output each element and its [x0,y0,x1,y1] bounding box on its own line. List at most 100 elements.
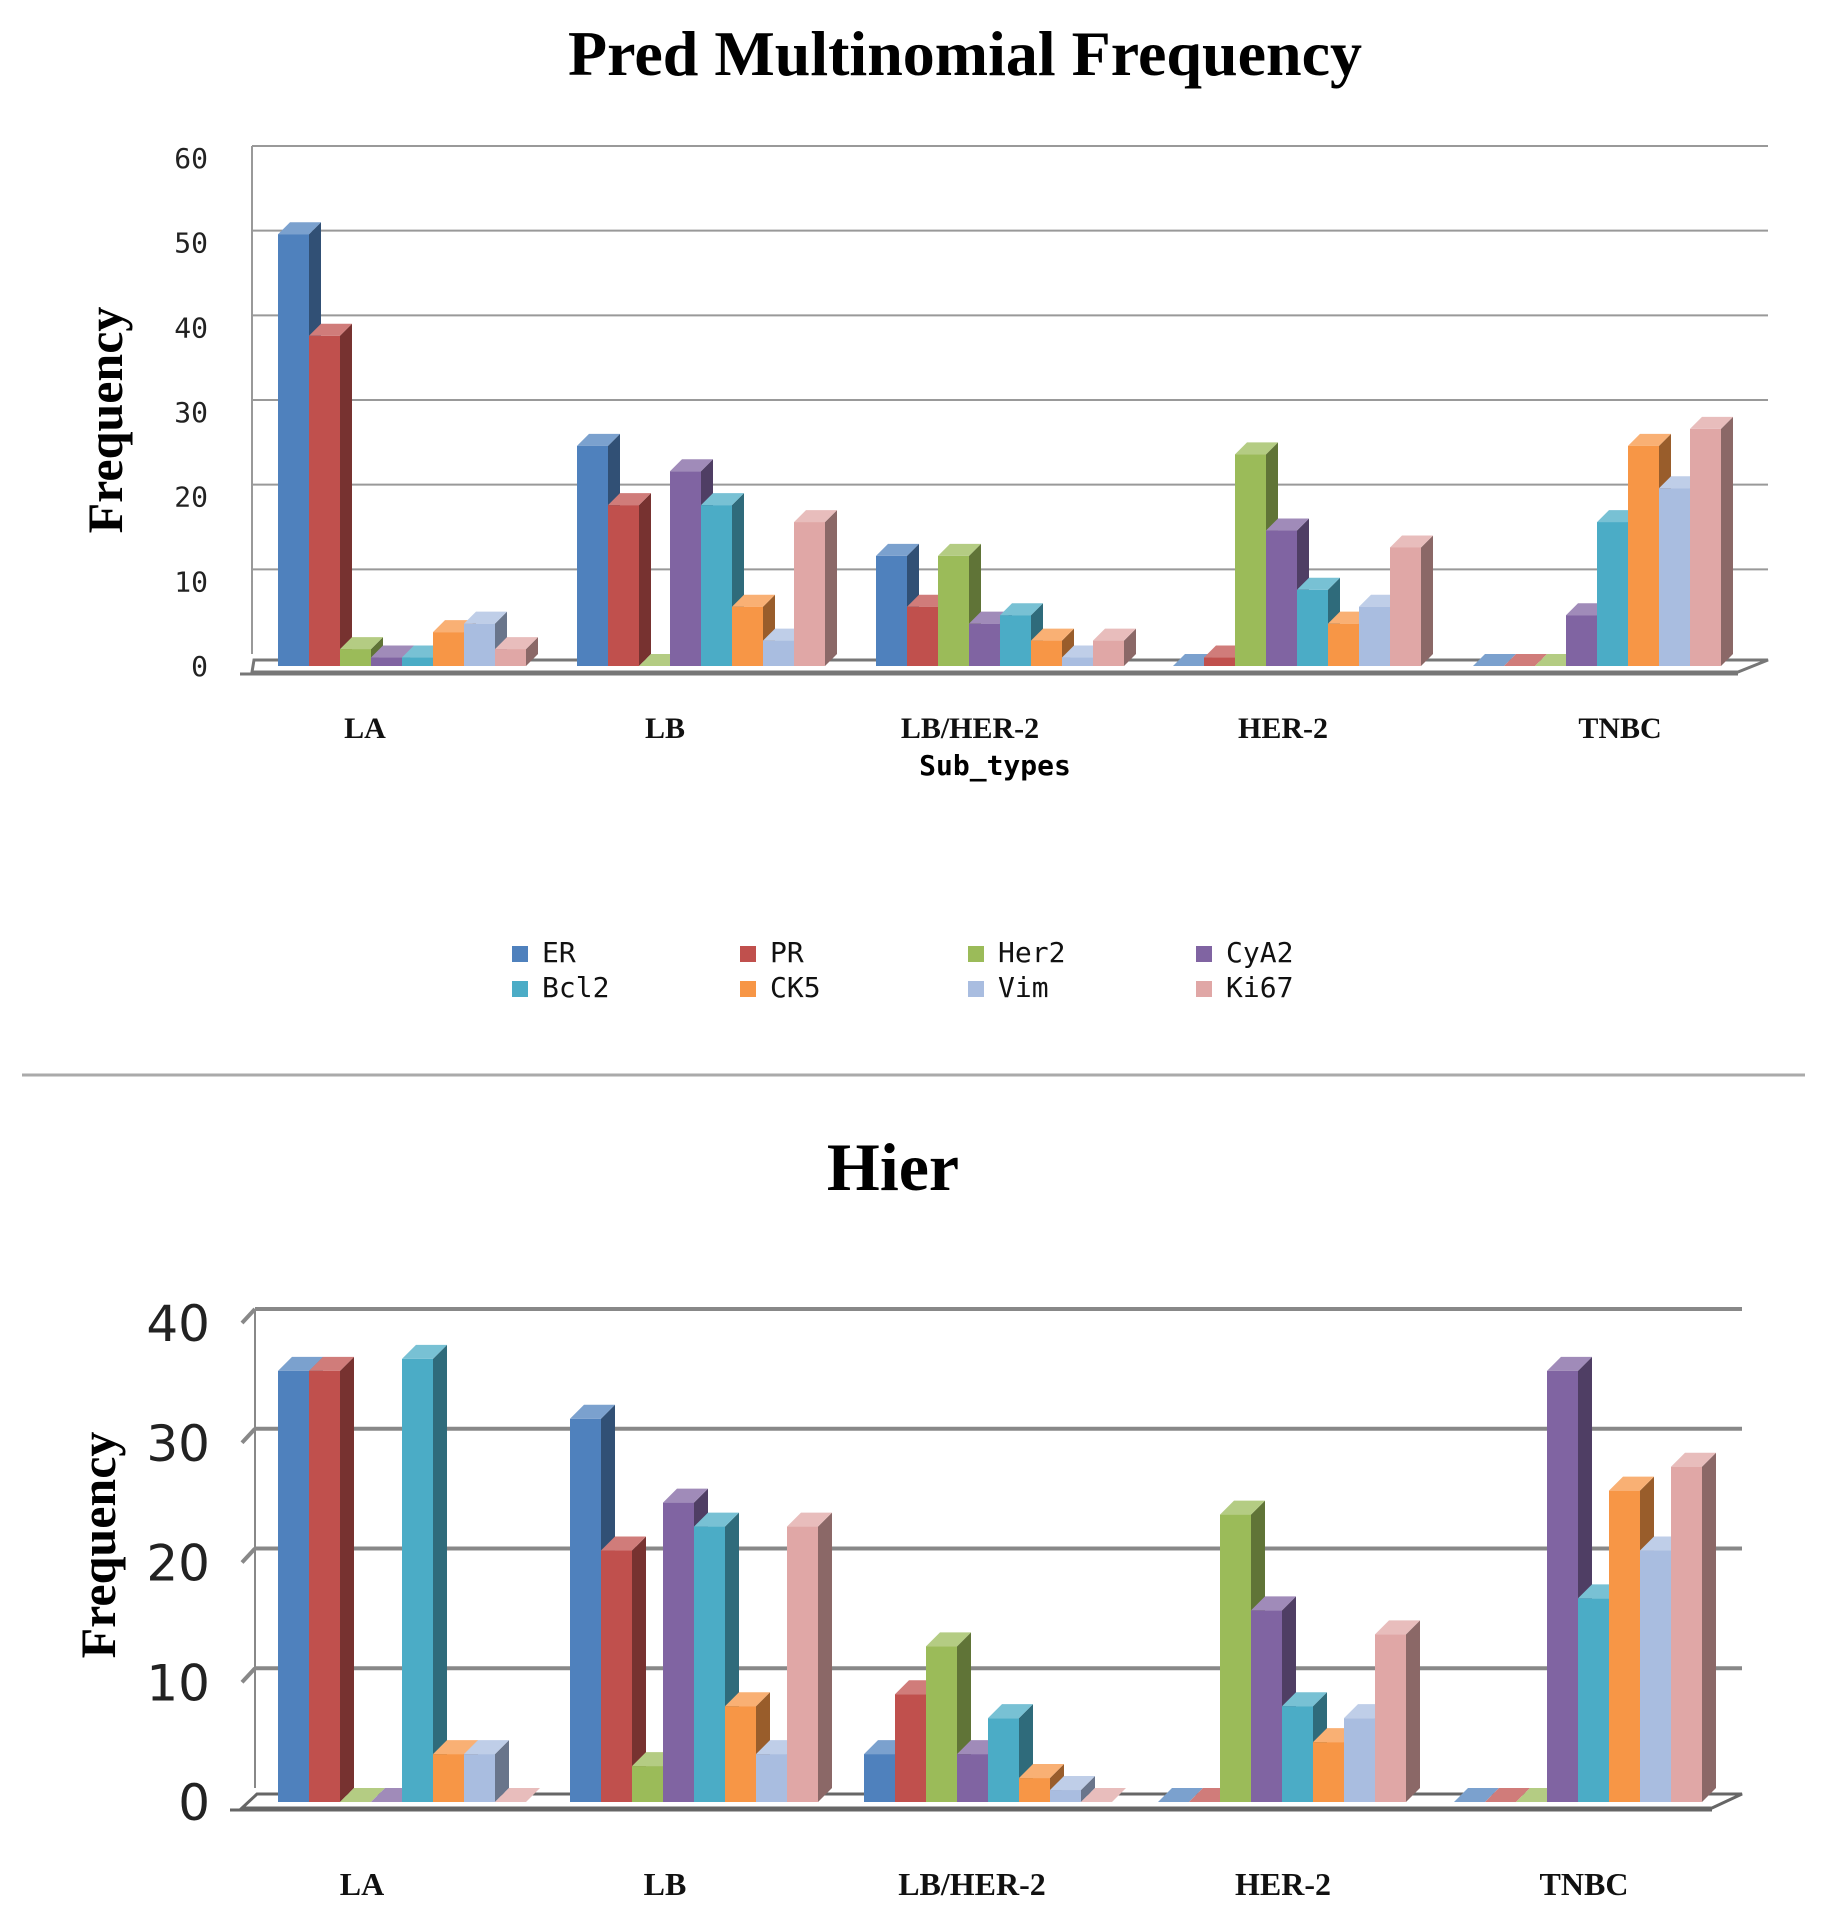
bar-lb-ck5 [732,594,775,666]
chart-hier: Hier Frequency 0 10 20 30 40 LA LB LB/HER-2 HER… [70,1129,1743,1902]
bar-front [1566,615,1597,666]
legend-swatch [512,946,528,962]
chart1-gridlines [240,145,1769,676]
bar-front [1359,606,1390,666]
legend-label: Bcl2 [542,971,609,1004]
bar-tnbc-ki67 [1690,416,1733,666]
bar-front [1050,1790,1081,1802]
bar-front [1313,1742,1344,1802]
bar-front [309,335,340,666]
chart2-gridlines [230,1307,1743,1812]
bar-front [763,640,794,666]
bar-top [1609,1476,1654,1491]
x-tick-label-lb: LB [644,1866,687,1902]
bar-top [1454,1788,1499,1802]
bar-front [1093,640,1124,666]
y-tick-label: 30 [146,1415,210,1473]
x-tick-label-her-2: HER-2 [1235,1866,1331,1902]
y-tick-label: 0 [178,1774,210,1832]
bar-top [1547,1356,1592,1371]
bar-top [1158,1788,1203,1802]
bar-side [495,1740,509,1802]
legend-item-vim: Vim [968,971,1049,1004]
bar-side [825,510,837,666]
bar-la-pr [309,323,352,666]
bar-top [1081,1788,1126,1802]
chart1-x-ticks: LA LB LB/HER-2 HER-2 TNBC [344,712,1662,745]
gridline-side [240,1547,257,1564]
bar-front [663,1502,694,1802]
bar-front [876,555,907,666]
bar-front [969,623,1000,666]
bar-top [725,1692,770,1707]
chart1-bars [278,222,1733,666]
bar-front [864,1754,895,1802]
x-tick-label-lb: LB [645,712,685,745]
x-tick-label-la: LA [344,712,386,745]
bar-front [495,649,526,666]
gridline-side [240,1427,257,1445]
bar-her-2-bcl2 [1282,1692,1327,1802]
gridline-side [240,1307,257,1325]
x-tick-label-la: LA [340,1866,384,1902]
bar-front [1375,1634,1406,1802]
bar-top [1473,654,1516,666]
bar-front [601,1550,632,1802]
legend-swatch [740,946,756,962]
bar-front [402,657,433,666]
bar-front [1251,1610,1282,1802]
bar-front [732,606,763,666]
y-tick-label: 20 [146,1535,210,1593]
chart-pred-multinomial: Pred Multinomial Frequency Frequency 0 10… [77,18,1769,1004]
bar-front [1000,615,1031,666]
bar-top [601,1536,646,1551]
bar-front [1328,623,1359,666]
bar-front [756,1754,787,1802]
x-tick-label-lb-her-2: LB/HER-2 [901,712,1039,745]
bar-top [988,1704,1033,1719]
bar-her-2-ki67 [1375,1620,1420,1802]
bar-front [1344,1718,1375,1802]
bar-front [938,555,969,666]
bar-lb-bcl2 [701,493,744,666]
bar-tnbc-er [1454,1788,1499,1802]
bar-front [1019,1778,1050,1802]
x-tick-label-her-2: HER-2 [1238,712,1328,745]
bar-la-bcl2 [402,1344,447,1802]
bar-top [1671,1452,1716,1467]
y-tick-label: 40 [174,311,208,344]
chart2-bars [278,1344,1716,1802]
bar-top [1297,577,1340,590]
chart1-y-ticks: 0 10 20 30 40 50 60 [174,142,208,683]
x-tick-label-tnbc: TNBC [1540,1866,1629,1902]
bar-la-vim [464,1740,509,1802]
bar-la-ki67 [495,1788,540,1802]
y-tick-label: 30 [174,396,208,429]
bar-top [1235,442,1278,455]
legend-swatch [968,981,984,997]
bar-top [278,222,321,235]
bar-front [1628,445,1659,666]
bar-tnbc-pr [1504,654,1547,666]
legend-item-ki67: Ki67 [1196,971,1293,1004]
bar-lb-pr [601,1536,646,1802]
bar-front [340,649,371,666]
legend-label: ER [542,936,576,969]
bar-side [1421,535,1433,666]
bar-side [1124,628,1136,666]
bar-la-pr [309,1356,354,1802]
bar-side [639,493,651,666]
legend-swatch [740,981,756,997]
chart2-y-axis-label: Frequency [70,1432,126,1659]
bar-top [1390,535,1433,548]
bar-front [725,1706,756,1802]
bar-her-2-ki67 [1390,535,1433,666]
bar-top [1000,603,1043,616]
bar-front [402,1358,433,1802]
bar-top [938,543,981,556]
bar-front [1282,1706,1313,1802]
bar-top [570,1404,615,1419]
bar-front [433,632,464,666]
chart2-title: Hier [827,1129,959,1205]
bar-front [907,606,938,666]
